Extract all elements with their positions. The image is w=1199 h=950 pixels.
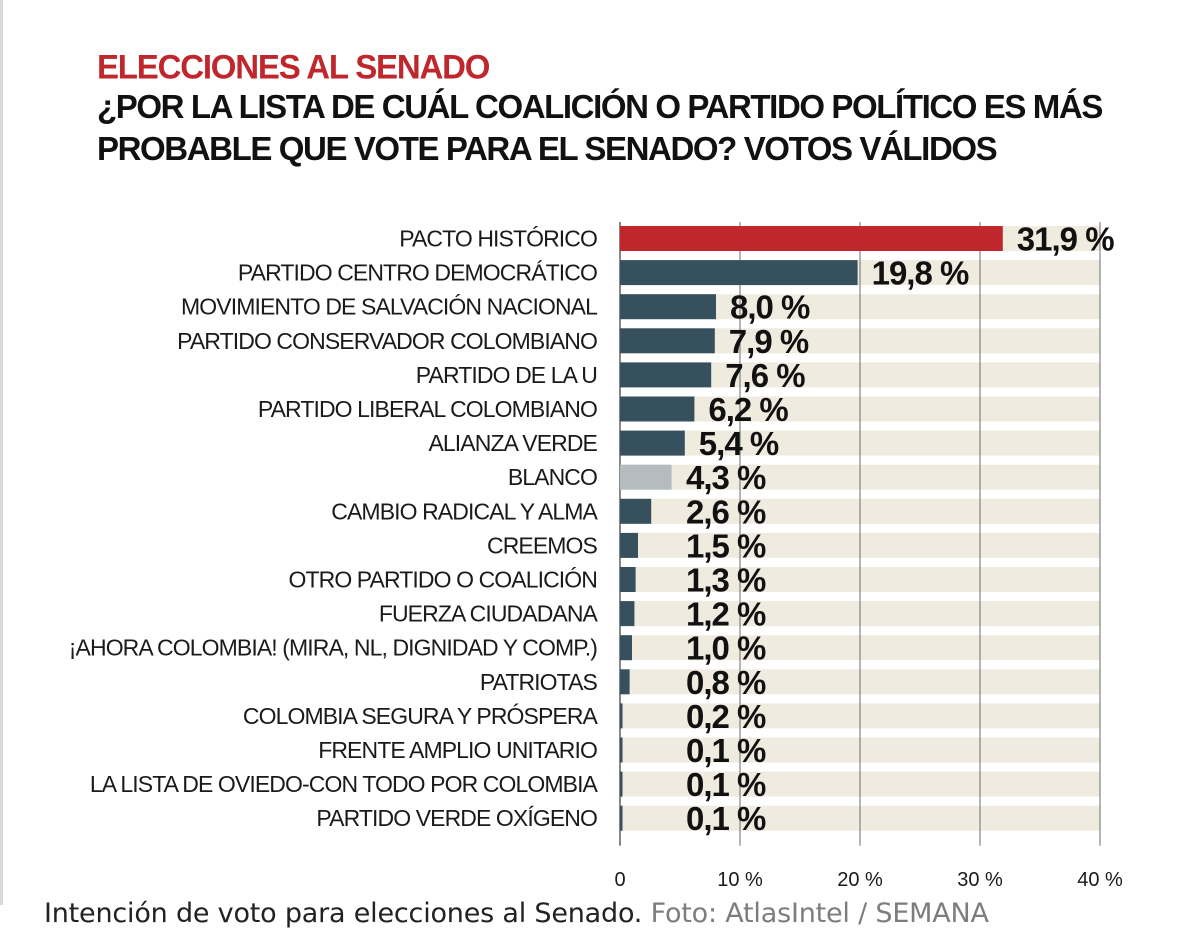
bar <box>620 396 695 422</box>
x-tick-label: 0 <box>614 869 625 890</box>
chart-header: ELECCIONES AL SENADO ¿POR LA LISTA DE CU… <box>97 46 1157 170</box>
chart-kicker: ELECCIONES AL SENADO <box>97 47 490 86</box>
value-label: 0,1 % <box>686 732 766 769</box>
bar <box>620 294 716 320</box>
category-label: FRENTE AMPLIO UNITARIO <box>318 737 597 763</box>
category-label: ¡AHORA COLOMBIA! (MIRA, NL, DIGNIDAD Y C… <box>69 635 597 661</box>
chart-question-line-2: PROBABLE QUE VOTE PARA EL SENADO? VOTOS … <box>97 130 998 167</box>
bar <box>620 532 638 558</box>
x-tick-label: 40 % <box>1077 869 1123 890</box>
value-label: 8,0 % <box>730 289 810 326</box>
bar <box>620 464 672 490</box>
value-label: 4,3 % <box>686 459 766 496</box>
value-label: 0,1 % <box>686 766 766 803</box>
value-label: 31,9 % <box>1017 221 1114 258</box>
category-label: PATRIOTAS <box>480 669 598 695</box>
category-label: PARTIDO CENTRO DEMOCRÁTICO <box>238 260 597 286</box>
value-label: 2,6 % <box>686 493 766 530</box>
chart-question-line-1: ¿POR LA LISTA DE CUÁL COALICIÓN O PARTID… <box>97 88 1103 125</box>
value-label: 0,8 % <box>686 664 766 701</box>
value-label: 5,4 % <box>699 425 779 462</box>
category-label: MOVIMIENTO DE SALVACIÓN NACIONAL <box>181 294 598 320</box>
category-label: BLANCO <box>508 464 597 490</box>
bar <box>620 635 632 661</box>
value-label: 1,0 % <box>686 630 766 667</box>
value-label: 1,3 % <box>686 562 766 599</box>
value-label: 0,2 % <box>686 698 766 735</box>
caption-text: Intención de voto para elecciones al Sen… <box>44 898 643 929</box>
value-label: 1,5 % <box>686 527 766 564</box>
category-label: ALIANZA VERDE <box>428 430 597 456</box>
bar <box>620 805 623 831</box>
bar <box>620 498 652 524</box>
x-tick-label: 20 % <box>837 869 883 890</box>
bar <box>620 703 623 729</box>
bar <box>620 601 635 627</box>
value-label: 19,8 % <box>872 255 969 292</box>
bar <box>620 771 623 797</box>
category-label: COLOMBIA SEGURA Y PRÓSPERA <box>243 703 599 729</box>
bar <box>620 737 623 763</box>
bar <box>620 669 630 695</box>
bar <box>620 226 1003 251</box>
value-label: 7,6 % <box>725 357 805 394</box>
bar <box>620 567 636 592</box>
value-label: 1,2 % <box>686 596 766 633</box>
category-label: PARTIDO LIBERAL COLOMBIANO <box>258 396 597 422</box>
value-label: 0,1 % <box>686 800 766 837</box>
bar <box>620 328 715 354</box>
bar <box>620 260 858 286</box>
bar <box>620 362 712 388</box>
category-label: CREEMOS <box>487 532 598 558</box>
senate-vote-bar-chart: PACTO HISTÓRICO 31,9 % PARTIDO CENTRO DEMO… <box>69 221 1123 891</box>
x-tick-label: 30 % <box>957 869 1003 890</box>
bar <box>620 430 685 456</box>
category-label: CAMBIO RADICAL Y ALMA <box>331 498 598 524</box>
category-label: PACTO HISTÓRICO <box>399 226 597 252</box>
photo-caption: Intención de voto para elecciones al Sen… <box>44 896 989 932</box>
category-label: LA LISTA DE OVIEDO-CON TODO POR COLOMBIA <box>90 771 599 797</box>
category-label: PARTIDO VERDE OXÍGENO <box>316 805 597 831</box>
value-label: 6,2 % <box>708 391 788 428</box>
category-label: PARTIDO DE LA U <box>416 362 597 388</box>
x-tick-label: 10 % <box>717 869 763 890</box>
left-border-rule <box>0 0 3 905</box>
caption-credit: Foto: AtlasIntel / SEMANA <box>650 898 989 929</box>
value-label: 7,9 % <box>729 323 809 360</box>
category-label: PARTIDO CONSERVADOR COLOMBIANO <box>177 328 597 354</box>
category-label: FUERZA CIUDADANA <box>379 601 599 627</box>
category-label: OTRO PARTIDO O COALICIÓN <box>288 567 597 593</box>
